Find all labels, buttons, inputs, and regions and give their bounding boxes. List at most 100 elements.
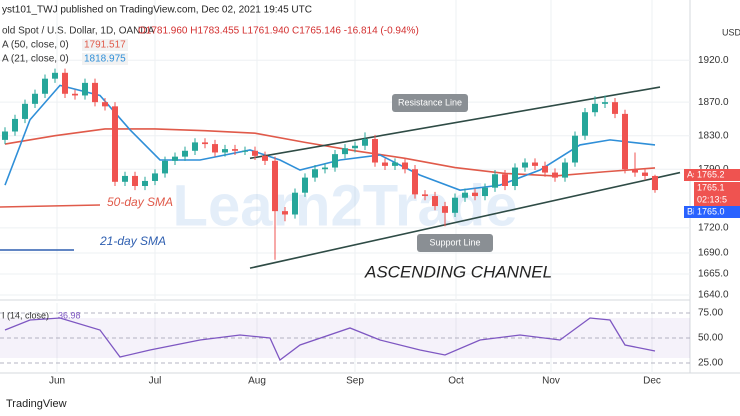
candle-body: [192, 142, 198, 151]
y-tick-label: 1920.0: [698, 55, 729, 66]
indicator-legend: A (21, close, 0): [2, 54, 69, 65]
candle-body: [242, 150, 248, 152]
trendline: [249, 86, 661, 160]
sma-line: [4, 84, 656, 191]
x-tick-label: Aug: [248, 376, 266, 387]
candle-body: [582, 112, 588, 136]
candle-body: [302, 177, 308, 193]
candle-body: [462, 192, 468, 198]
candle-body: [22, 103, 28, 119]
candle-body: [322, 167, 328, 170]
candle-body: [122, 175, 128, 182]
rsi-tick-label: 50.00: [698, 333, 723, 344]
candle-body: [252, 150, 258, 156]
price-label: 02:13:5: [697, 194, 727, 204]
candle-body: [432, 196, 438, 207]
label-box: [417, 234, 493, 252]
trendline: [249, 171, 681, 269]
price-label-box: [694, 206, 740, 218]
candle-body: [292, 192, 298, 215]
candle-body: [212, 144, 218, 153]
candle-body: [382, 162, 388, 166]
currency: USD: [722, 27, 740, 37]
candle-body: [352, 145, 358, 149]
candle-body: [172, 156, 178, 161]
candle-body: [422, 194, 428, 197]
candle-body: [52, 72, 58, 79]
rsi-legend: I (14, close): [2, 310, 49, 320]
candle-body: [42, 78, 48, 94]
candle-body: [362, 139, 368, 146]
candle-body: [72, 93, 78, 96]
candle-body: [372, 139, 378, 163]
y-tick-label: 1690.0: [698, 248, 729, 259]
candle-body: [202, 142, 208, 145]
candle-body: [642, 172, 648, 176]
candle-body: [472, 192, 478, 197]
rsi-tick-label: 75.00: [698, 308, 723, 319]
candle-body: [542, 165, 548, 173]
candle-body: [402, 162, 408, 170]
price-label: 1765.1: [697, 182, 725, 192]
candle-body: [142, 180, 148, 186]
indicator-legend-value: 1791.517: [84, 40, 126, 51]
price-label-box: [694, 169, 740, 181]
candle-body: [552, 172, 558, 178]
candle-body: [532, 162, 538, 166]
candle-body: [602, 102, 608, 104]
legend-value-box: [82, 53, 128, 65]
y-tick-label: 1665.0: [698, 269, 729, 280]
y-tick-label: 1640.0: [698, 290, 729, 301]
x-tick-label: Sep: [346, 376, 364, 387]
footer-bar: [0, 392, 740, 416]
indicator-legend-value: 1818.975: [84, 54, 126, 65]
rsi-line: [4, 317, 656, 362]
label-box: [392, 94, 468, 112]
candle-body: [2, 131, 8, 140]
candle-body: [282, 211, 288, 215]
candle-body: [412, 169, 418, 195]
candle-body: [102, 102, 108, 107]
x-tick-label: Jul: [149, 376, 162, 387]
candle-body: [442, 206, 448, 213]
candle-body: [482, 187, 488, 197]
candle-body: [592, 103, 598, 113]
trendline-label: Support Line: [429, 237, 480, 247]
annotation: 21-day SMA: [99, 234, 166, 248]
candle-body: [512, 167, 518, 186]
publisher: yst101_TWJ published on TradingView.com,…: [2, 5, 312, 16]
candle-body: [652, 175, 658, 191]
candle-body: [572, 135, 578, 163]
candle-body: [82, 82, 88, 96]
candle-body: [112, 106, 118, 182]
trendline-label: Resistance Line: [398, 97, 462, 107]
candle-body: [502, 174, 508, 186]
candle-body: [312, 169, 318, 178]
price-label: 1765.0: [697, 206, 725, 216]
watermark: Learn2Trade: [173, 173, 518, 238]
candle-body: [632, 169, 638, 173]
ohlc: O1781.960 H1783.455 L1761.940 C1765.146 …: [138, 26, 419, 37]
candle-body: [622, 113, 628, 170]
candle-body: [272, 160, 278, 212]
price-label: Bid: [687, 206, 700, 216]
x-tick-label: Jun: [49, 376, 65, 387]
candle-body: [182, 150, 188, 157]
candle-body: [12, 118, 18, 132]
candle-body: [522, 162, 528, 168]
annotation: ASCENDING CHANNEL: [364, 262, 552, 281]
legend-value-box: [82, 39, 128, 51]
symbol: old Spot / U.S. Dollar, 1D, OANDA: [2, 26, 155, 37]
y-tick-label: 1830.0: [698, 130, 729, 141]
rsi-legend-value: 36.98: [58, 310, 81, 320]
annotation: 50-day SMA: [107, 195, 173, 209]
x-tick-label: Nov: [542, 376, 560, 387]
candle-body: [62, 72, 68, 94]
footer-brand: TradingView: [6, 398, 67, 410]
candle-body: [162, 160, 168, 174]
candle-body: [492, 174, 498, 188]
candle-body: [262, 155, 268, 161]
price-label-box: [694, 194, 740, 206]
candle-body: [612, 102, 618, 114]
